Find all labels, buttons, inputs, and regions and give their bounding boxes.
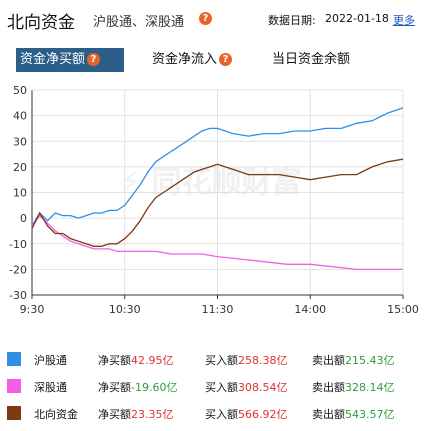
question-icon[interactable]: ? xyxy=(199,12,212,25)
net-buy-value: 42.95亿 xyxy=(131,354,174,367)
buy-label: 买入额 xyxy=(205,354,238,367)
y-axis-ticks: 50 40 30 20 10 0 -10 -20 -30 xyxy=(9,84,27,302)
net-buy-label: 净买额 xyxy=(98,354,131,367)
legend-name: 沪股通 xyxy=(34,354,67,367)
legend-row-sz: 深股通 净买额-19.60亿 买入额308.54亿 卖出额328.14亿 xyxy=(0,376,426,396)
line-chart: ⚡ 同花顺财富 50 40 30 20 10 0 -10 -20 -30 9:30 10:30 11… xyxy=(9,84,419,316)
net-buy: 净买额42.95亿 xyxy=(98,352,174,368)
x-tick-label: 11:30 xyxy=(202,303,234,316)
sell-label: 卖出额 xyxy=(312,408,345,421)
sell-value: 215.43亿 xyxy=(345,354,395,367)
sell-value: 328.14亿 xyxy=(345,381,395,394)
tab-label: 当日资金余额 xyxy=(272,52,351,67)
net-buy-value: -19.60亿 xyxy=(131,381,178,394)
tab-label: 资金净买额 xyxy=(20,52,86,67)
tab-net-inflow[interactable]: 资金净流入? xyxy=(152,48,233,72)
y-tick-label: 20 xyxy=(13,161,27,174)
grid xyxy=(31,89,404,296)
more-link[interactable]: 更多 xyxy=(393,14,415,27)
date-label: 数据日期: xyxy=(268,14,316,27)
buy-value: 258.38亿 xyxy=(238,354,288,367)
tab-net-buy[interactable]: 资金净买额? xyxy=(16,48,124,72)
buy-value: 566.92亿 xyxy=(238,408,288,421)
page-title: 北向资金 xyxy=(7,13,75,33)
buy-amount: 买入额308.54亿 xyxy=(205,379,288,395)
buy-amount: 买入额258.38亿 xyxy=(205,352,288,368)
legend-swatch xyxy=(7,379,21,393)
series-line-2 xyxy=(31,214,403,271)
y-tick-label: 0 xyxy=(20,212,27,225)
sell-amount: 卖出额543.57亿 xyxy=(312,406,395,422)
legend-row-sh: 沪股通 净买额42.95亿 买入额258.38亿 卖出额215.43亿 xyxy=(0,349,426,369)
sell-amount: 卖出额215.43亿 xyxy=(312,352,395,368)
net-buy: 净买额23.35亿 xyxy=(98,406,174,422)
question-icon[interactable]: ? xyxy=(87,53,101,66)
watermark-logo: ⚡ 同花顺财富 xyxy=(120,165,302,200)
buy-label: 买入额 xyxy=(205,408,238,421)
y-tick-label: -10 xyxy=(9,238,27,251)
x-tick-label: 15:00 xyxy=(387,303,419,316)
sell-label: 卖出额 xyxy=(312,354,345,367)
series-line-1 xyxy=(31,107,404,227)
x-tick-label: 9:30 xyxy=(20,303,45,316)
buy-label: 买入额 xyxy=(205,381,238,394)
sell-value: 543.57亿 xyxy=(345,408,395,421)
question-icon[interactable]: ? xyxy=(219,53,233,66)
net-buy: 净买额-19.60亿 xyxy=(98,379,177,395)
tab-label: 资金净流入 xyxy=(152,52,218,67)
y-tick-label: 30 xyxy=(13,135,27,148)
x-tick-label: 14:00 xyxy=(294,303,326,316)
series-lines xyxy=(31,107,404,271)
y-tick-label: 50 xyxy=(13,84,27,97)
y-tick-label: 10 xyxy=(13,187,27,200)
header: 北向资金 沪股通、深股通 ? 数据日期: 2022-01-18 更多 xyxy=(0,0,426,38)
buy-amount: 买入额566.92亿 xyxy=(205,406,288,422)
legend-swatch xyxy=(7,352,21,366)
x-tick-label: 10:30 xyxy=(109,303,141,316)
legend-name: 深股通 xyxy=(34,381,67,394)
y-tick-label: 40 xyxy=(13,110,27,123)
legend-swatch xyxy=(7,406,21,420)
sell-label: 卖出额 xyxy=(312,381,345,394)
tab-bar: 资金净买额? 资金净流入? 当日资金余额 xyxy=(0,48,426,76)
sell-amount: 卖出额328.14亿 xyxy=(312,379,395,395)
date-value: 2022-01-18 xyxy=(325,12,389,25)
net-buy-label: 净买额 xyxy=(98,381,131,394)
page-subtitle: 沪股通、深股通 xyxy=(93,15,185,30)
y-tick-label: -20 xyxy=(9,263,27,276)
x-axis-ticks: 9:30 10:30 11:30 14:00 15:00 xyxy=(20,295,419,316)
y-tick-label: -30 xyxy=(9,289,27,302)
legend-name: 北向资金 xyxy=(34,408,78,421)
series-line-3 xyxy=(31,158,404,247)
net-buy-value: 23.35亿 xyxy=(131,408,174,421)
buy-value: 308.54亿 xyxy=(238,381,288,394)
net-buy-label: 净买额 xyxy=(98,408,131,421)
legend-row-north: 北向资金 净买额23.35亿 买入额566.92亿 卖出额543.57亿 xyxy=(0,403,426,423)
tab-daily-balance[interactable]: 当日资金余额 xyxy=(272,48,350,72)
